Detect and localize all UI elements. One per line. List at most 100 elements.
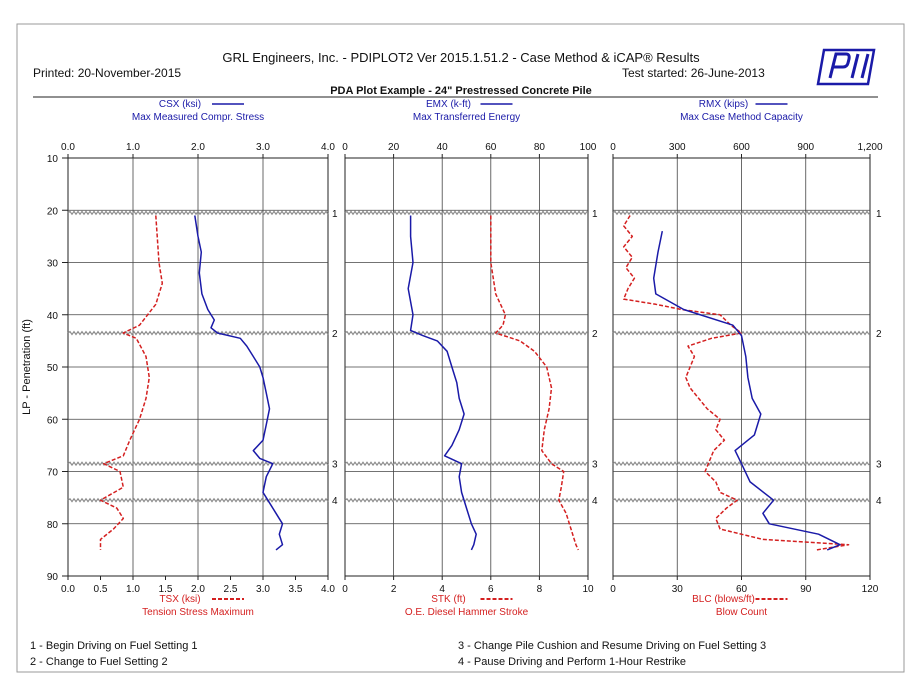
- event-label: 3: [876, 460, 882, 471]
- bottom-series-name: STK (ft): [431, 594, 465, 605]
- bottom-series-name: BLC (blows/ft): [692, 594, 755, 605]
- bottom-series-line: [622, 215, 850, 551]
- bottom-tick-label: 30: [672, 584, 684, 595]
- top-series-desc: Max Case Method Capacity: [680, 112, 803, 123]
- note-1: 1 - Begin Driving on Fuel Setting 1: [30, 640, 198, 652]
- event-label: 4: [876, 496, 882, 507]
- bottom-tick-label: 3.5: [289, 584, 303, 595]
- top-series-desc: Max Measured Compr. Stress: [132, 112, 264, 123]
- event-line: [67, 461, 329, 467]
- bottom-tick-label: 0: [342, 584, 348, 595]
- bottom-tick-label: 0.5: [94, 584, 108, 595]
- y-tick-label: 90: [47, 572, 59, 583]
- y-tick-label: 70: [47, 468, 59, 479]
- top-tick-label: 1,200: [857, 142, 882, 153]
- page-border: [16, 23, 905, 673]
- bottom-tick-label: 2.0: [191, 584, 205, 595]
- y-tick-label: 40: [47, 311, 59, 322]
- bottom-series-name: TSX (ksi): [159, 594, 200, 605]
- bottom-tick-label: 0.0: [61, 584, 75, 595]
- top-tick-label: 100: [580, 142, 597, 153]
- event-label: 2: [876, 329, 882, 340]
- bottom-series-line: [99, 215, 164, 550]
- event-line: [612, 210, 870, 216]
- event-line: [67, 497, 329, 503]
- top-tick-label: 2.0: [191, 142, 205, 153]
- bottom-tick-label: 90: [800, 584, 812, 595]
- event-line: [612, 497, 870, 503]
- y-tick-label: 10: [47, 154, 59, 165]
- note-2: 2 - Change to Fuel Setting 2: [30, 656, 168, 668]
- event-label: 2: [592, 329, 598, 340]
- printed-date: Printed: 20-November-2015: [33, 66, 182, 80]
- event-line: [67, 210, 329, 216]
- note-4: 4 - Pause Driving and Perform 1-Hour Res…: [458, 656, 687, 668]
- bottom-tick-label: 3.0: [256, 584, 270, 595]
- top-tick-label: 0.0: [61, 142, 75, 153]
- y-tick-label: 60: [47, 415, 59, 426]
- event-line: [344, 210, 588, 216]
- bottom-series-desc: O.E. Diesel Hammer Stroke: [405, 607, 529, 618]
- top-tick-label: 300: [669, 142, 686, 153]
- top-tick-label: 20: [388, 142, 400, 153]
- event-line: [344, 497, 588, 503]
- event-label: 1: [876, 209, 882, 220]
- top-tick-label: 60: [485, 142, 497, 153]
- bottom-tick-label: 0: [610, 584, 616, 595]
- y-tick-label: 80: [47, 520, 59, 531]
- bottom-tick-label: 6: [488, 584, 494, 595]
- bottom-tick-label: 1.5: [159, 584, 173, 595]
- top-tick-label: 0: [610, 142, 616, 153]
- event-label: 3: [332, 460, 338, 471]
- top-series-line: [407, 215, 477, 551]
- plot-subtitle: PDA Plot Example - 24" Prestressed Concr…: [330, 85, 592, 97]
- top-tick-label: 0: [342, 142, 348, 153]
- top-series-name: EMX (k-ft): [426, 99, 471, 110]
- event-label: 2: [332, 329, 338, 340]
- top-series-name: CSX (ksi): [159, 99, 201, 110]
- bottom-tick-label: 8: [537, 584, 543, 595]
- bottom-tick-label: 1.0: [126, 584, 140, 595]
- top-tick-label: 1.0: [126, 142, 140, 153]
- bottom-series-desc: Blow Count: [716, 607, 767, 618]
- top-tick-label: 900: [797, 142, 814, 153]
- top-tick-label: 3.0: [256, 142, 270, 153]
- event-line: [344, 461, 588, 467]
- top-tick-label: 40: [437, 142, 449, 153]
- top-series-line: [194, 215, 284, 551]
- test-started-date: Test started: 26-June-2013: [622, 66, 765, 80]
- top-series-desc: Max Transferred Energy: [413, 112, 520, 123]
- event-label: 4: [332, 496, 338, 507]
- y-tick-label: 50: [47, 363, 59, 374]
- bottom-series-desc: Tension Stress Maximum: [142, 607, 254, 618]
- top-series-name: RMX (kips): [699, 99, 748, 110]
- note-3: 3 - Change Pile Cushion and Resume Drivi…: [458, 640, 767, 652]
- y-axis-label: LP - Penetration (ft): [21, 319, 33, 415]
- bottom-series-line: [490, 215, 579, 551]
- event-line: [67, 330, 329, 336]
- bottom-tick-label: 4.0: [321, 584, 335, 595]
- bottom-tick-label: 120: [862, 584, 879, 595]
- pdi-logo: [816, 48, 876, 86]
- bottom-tick-label: 2.5: [224, 584, 238, 595]
- top-tick-label: 4.0: [321, 142, 335, 153]
- event-label: 1: [332, 209, 338, 220]
- event-label: 1: [592, 209, 598, 220]
- event-line: [344, 330, 588, 336]
- top-tick-label: 600: [733, 142, 750, 153]
- top-series-line: [652, 230, 841, 551]
- y-tick-label: 30: [47, 259, 59, 270]
- bottom-tick-label: 2: [391, 584, 397, 595]
- event-label: 3: [592, 460, 598, 471]
- report-title: GRL Engineers, Inc. - PDIPLOT2 Ver 2015.…: [222, 50, 700, 65]
- bottom-tick-label: 10: [582, 584, 594, 595]
- y-tick-label: 20: [47, 206, 59, 217]
- bottom-tick-label: 60: [736, 584, 748, 595]
- bottom-tick-label: 4: [439, 584, 445, 595]
- event-line: [612, 461, 870, 467]
- top-tick-label: 80: [534, 142, 546, 153]
- event-label: 4: [592, 496, 598, 507]
